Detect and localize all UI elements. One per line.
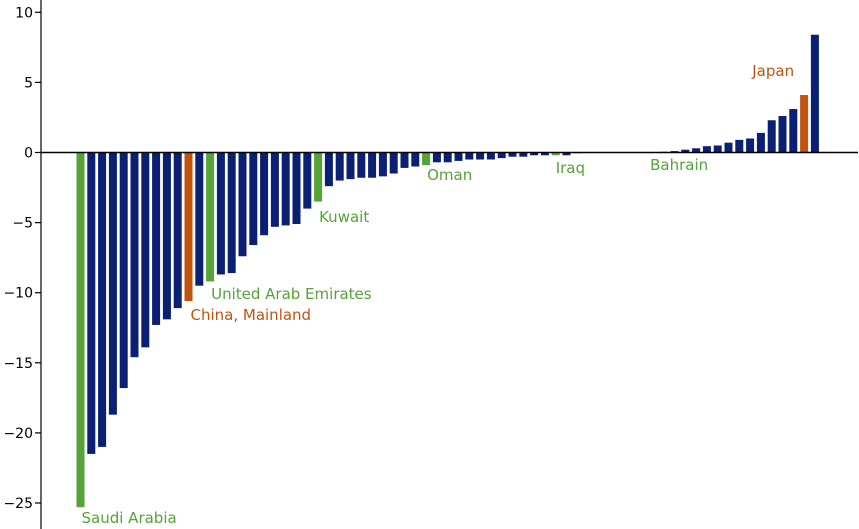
bar — [270, 152, 279, 227]
annotation-saudi-arabia: Saudi Arabia — [82, 509, 177, 527]
bar — [411, 152, 420, 167]
bar-china-mainland — [184, 152, 193, 302]
bar — [702, 146, 711, 153]
bar — [238, 152, 247, 257]
bar — [713, 145, 722, 153]
bar — [108, 152, 117, 415]
bar — [141, 152, 150, 348]
y-tick-label: −10 — [3, 286, 33, 302]
bar — [681, 149, 690, 153]
y-tick-label: 0 — [24, 146, 33, 162]
bar — [335, 152, 344, 181]
y-tick-label: 5 — [24, 75, 33, 91]
bar — [530, 152, 539, 156]
y-tick-label: −15 — [3, 356, 33, 372]
bar — [476, 152, 485, 160]
annotation-japan: Japan — [751, 62, 794, 80]
y-tick-label: −25 — [3, 496, 33, 512]
axes-layer: 10 5 0 −5 −10 −15 −20 −25 — [3, 0, 858, 529]
bar — [249, 152, 258, 246]
annotation-bahrain: Bahrain — [650, 156, 708, 174]
bar — [443, 152, 452, 163]
bar — [508, 152, 517, 157]
bar-oman — [422, 152, 431, 166]
bar — [119, 152, 128, 389]
y-tick-label: −5 — [12, 216, 33, 232]
bar — [368, 152, 377, 178]
bar — [519, 152, 528, 157]
bar — [162, 152, 171, 320]
bar — [227, 152, 236, 274]
bar — [465, 152, 474, 160]
bar — [260, 152, 269, 236]
annotation-united-arab-emirates: United Arab Emirates — [211, 285, 372, 303]
bar — [432, 152, 441, 163]
bar — [497, 152, 506, 159]
bar — [281, 152, 290, 226]
bar — [195, 152, 204, 286]
bar-united-arab-emirates — [206, 152, 215, 282]
bar — [486, 152, 495, 160]
bar — [400, 152, 409, 168]
y-tick-label: −20 — [3, 426, 33, 442]
bar — [98, 152, 107, 447]
annotation-layer: Saudi Arabia China, Mainland United Arab E… — [82, 62, 795, 527]
bar — [389, 152, 398, 174]
bar — [746, 138, 755, 153]
annotation-china-mainland: China, Mainland — [191, 306, 312, 324]
bar — [152, 152, 161, 325]
bar — [756, 132, 765, 153]
bar-japan — [800, 95, 809, 153]
bar — [789, 109, 798, 153]
bar — [724, 142, 733, 153]
bar — [357, 152, 366, 178]
bar — [324, 152, 333, 187]
bars-layer — [76, 34, 819, 508]
bar — [87, 152, 96, 454]
bar-saudi-arabia — [76, 152, 85, 508]
y-tick-label: 10 — [15, 5, 33, 21]
bar — [767, 120, 776, 153]
bar — [173, 152, 182, 309]
bar — [454, 152, 463, 161]
bar — [292, 152, 301, 224]
bar — [562, 152, 571, 156]
annotation-oman: Oman — [427, 166, 472, 184]
annotation-kuwait: Kuwait — [319, 208, 369, 226]
bar-iraq — [551, 152, 560, 156]
bar — [692, 148, 701, 153]
bar — [303, 152, 312, 209]
bar-kuwait — [314, 152, 323, 202]
bar — [378, 152, 387, 177]
annotation-iraq: Iraq — [556, 159, 585, 177]
bar — [216, 152, 225, 275]
bar — [130, 152, 139, 358]
bar — [346, 152, 355, 180]
bar — [778, 116, 787, 153]
bar — [540, 152, 549, 156]
bar — [810, 34, 819, 153]
bar — [735, 139, 744, 153]
